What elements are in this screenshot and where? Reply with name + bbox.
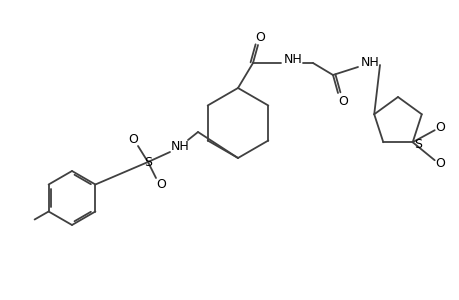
Text: O: O [254, 31, 264, 44]
Text: O: O [434, 121, 444, 134]
Text: S: S [144, 155, 151, 169]
Text: O: O [337, 94, 347, 107]
Text: S: S [413, 138, 421, 151]
Text: NH: NH [170, 140, 189, 152]
Text: NH: NH [360, 56, 379, 68]
Text: O: O [128, 133, 138, 146]
Text: NH: NH [283, 52, 302, 65]
Text: O: O [434, 157, 444, 170]
Text: O: O [156, 178, 166, 191]
